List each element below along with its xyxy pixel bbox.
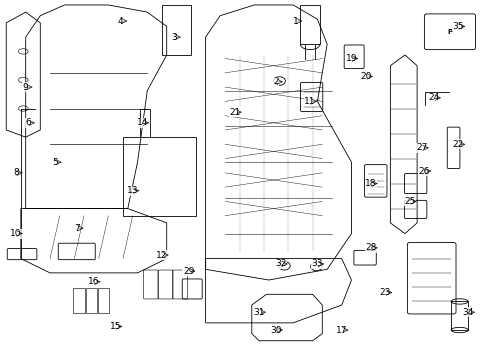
Text: 13: 13 — [127, 186, 138, 195]
Text: P: P — [446, 29, 451, 35]
Text: 8: 8 — [13, 168, 19, 177]
Text: 5: 5 — [52, 158, 58, 167]
Text: 17: 17 — [335, 325, 347, 334]
Text: 26: 26 — [418, 167, 429, 176]
Text: 2: 2 — [273, 77, 278, 86]
Text: 1: 1 — [292, 17, 298, 26]
Text: 34: 34 — [462, 308, 473, 317]
Text: 12: 12 — [156, 251, 167, 260]
Text: 11: 11 — [304, 97, 315, 106]
Text: 14: 14 — [137, 118, 148, 127]
Text: 29: 29 — [183, 267, 194, 276]
Text: 9: 9 — [23, 83, 28, 92]
Text: 20: 20 — [360, 72, 371, 81]
Text: 27: 27 — [415, 143, 427, 152]
Text: 25: 25 — [403, 197, 415, 206]
Text: 31: 31 — [253, 308, 264, 317]
Text: 30: 30 — [270, 325, 281, 334]
Text: 15: 15 — [110, 322, 121, 331]
Text: 33: 33 — [311, 260, 323, 269]
Text: 16: 16 — [88, 277, 100, 286]
Text: 32: 32 — [275, 260, 286, 269]
Text: 35: 35 — [452, 22, 463, 31]
Text: 22: 22 — [452, 140, 463, 149]
Text: 7: 7 — [74, 224, 80, 233]
Text: 4: 4 — [118, 17, 123, 26]
Text: 6: 6 — [25, 118, 31, 127]
Text: 24: 24 — [427, 93, 439, 102]
Text: 28: 28 — [365, 243, 376, 252]
Text: 3: 3 — [171, 33, 177, 42]
Text: 10: 10 — [10, 229, 21, 238]
Text: 23: 23 — [379, 288, 390, 297]
Text: 21: 21 — [228, 108, 240, 117]
Text: 18: 18 — [365, 179, 376, 188]
Text: 19: 19 — [345, 54, 357, 63]
